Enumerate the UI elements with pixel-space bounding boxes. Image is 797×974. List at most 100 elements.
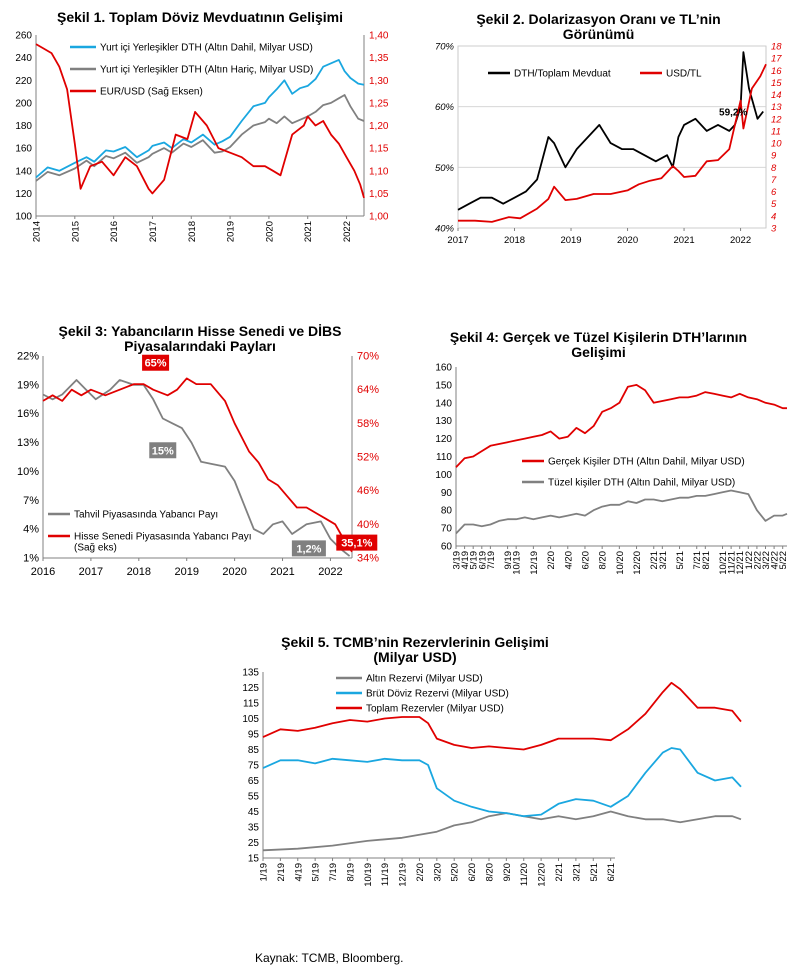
c3-y-left-tick-label: 16% (17, 408, 39, 420)
c1-x-tick-label: 2020 (264, 221, 275, 242)
c3-y-right-tick-label: 46% (357, 485, 379, 497)
c2-series-2-line (458, 63, 767, 223)
c5-y-left-tick-label: 135 (242, 668, 259, 679)
c3-series-1-line (42, 379, 351, 557)
chart-5-title-line-1: Şekil 5. TCMB’nin Rezervlerinin Gelişimi (281, 634, 549, 650)
c4-x-tick-label: 2/22 (752, 551, 763, 570)
c3-label-text: 15% (152, 445, 174, 457)
c5-x-tick-label: 5/21 (589, 863, 600, 882)
c5-series-1-line (262, 810, 742, 852)
c3-y-right-tick-label: 52% (357, 452, 379, 464)
c4-x-tick-label: 8/21 (701, 551, 712, 570)
c5-x-tick-label: 5/20 (450, 863, 461, 882)
c3-x-tick-label: 2021 (270, 566, 294, 578)
c4-x-tick-label: 10/19 (512, 551, 523, 575)
c4-series-2-line (455, 489, 788, 535)
c1-series-3-line (35, 43, 365, 199)
c5-series-2-line (262, 747, 742, 818)
c2-x-tick-label: 2018 (504, 235, 525, 246)
c5-y-left-tick-label: 125 (242, 683, 259, 694)
chart-1-title: Şekil 1. Toplam Döviz Mevduatının Gelişi… (0, 10, 400, 25)
chart-4-title: Şekil 4: Gerçek ve Tüzel Kişilerin DTH’l… (400, 330, 797, 360)
c3-y-right-tick-label: 40% (357, 519, 379, 531)
c5-y-left-tick-label: 45 (248, 807, 260, 818)
c1-y-right-tick-label: 1,15 (369, 144, 389, 155)
chart-3-title: Şekil 3: Yabancıların Hisse Senedi ve Dİ… (0, 324, 400, 354)
c1-x-tick-label: 2019 (226, 221, 237, 242)
c5-x-tick-label: 12/20 (537, 863, 548, 887)
c5-x-tick-label: 1/19 (259, 863, 270, 882)
c5-x-tick-label: 9/20 (502, 863, 513, 882)
c1-y-left-tick-label: 200 (15, 98, 32, 109)
c4-x-tick-label: 12/19 (529, 551, 540, 575)
c4-x-tick-label: 12/21 (735, 551, 746, 575)
c3-y-right-tick-label: 64% (357, 384, 379, 396)
c5-y-left-tick-label: 95 (248, 730, 260, 741)
c1-y-left-tick-label: 220 (15, 76, 32, 87)
chart-2-title-line-2: Görünümü (562, 26, 635, 42)
c4-x-tick-label: 4/20 (563, 551, 574, 570)
c2-x-tick-label: 2022 (730, 235, 751, 246)
c2-y-right-tick-label: 6 (771, 187, 777, 198)
c5-y-left-tick-label: 55 (248, 792, 260, 803)
c4-x-tick-label: 11/21 (727, 551, 738, 574)
c3-x-tick-label: 2022 (318, 566, 342, 578)
c3-label-box (336, 534, 378, 551)
c2-y-right-tick-label: 9 (771, 151, 777, 162)
c4-x-tick-label: 3/19 (452, 551, 463, 570)
c3-y-left-tick-label: 10% (17, 466, 39, 478)
chart-3-title-line-1: Şekil 3: Yabancıların Hisse Senedi ve Dİ… (58, 323, 342, 339)
c3-legend-label-1: Tahvil Piyasasında Yabancı Payı (74, 510, 218, 521)
c3-x-tick-label: 2019 (174, 566, 198, 578)
chart-2-panel: Şekil 2. Dolarizasyon Oranı ve TL’nin Gö… (400, 0, 797, 270)
chart-3-panel: Şekil 3: Yabancıların Hisse Senedi ve Dİ… (0, 320, 400, 590)
c5-x-tick-label: 2/21 (554, 863, 565, 882)
c4-x-tick-label: 12/20 (632, 551, 643, 575)
c4-x-tick-label: 5/22 (778, 551, 789, 570)
c4-y-left-tick-label: 150 (435, 380, 452, 391)
chart-5-title-line-2: (Milyar USD) (373, 649, 457, 665)
c5-x-tick-label: 3/21 (571, 863, 582, 882)
c2-y-left-tick-label: 60% (435, 102, 455, 113)
c4-x-tick-label: 10/20 (615, 551, 626, 575)
c5-y-left-tick-label: 65 (248, 776, 260, 787)
c4-x-tick-label: 7/19 (486, 551, 497, 570)
c5-x-tick-label: 8/19 (345, 863, 356, 882)
c3-label-text: 65% (145, 358, 167, 370)
c3-axes: 1% 4% 7% 10% 13% 16% 19% 22% 34% 40% 46% 52% 58% 64% 7… (17, 351, 379, 579)
c5-x-tick-label: 5/19 (311, 863, 322, 882)
chart-4-title-line-1: Şekil 4: Gerçek ve Tüzel Kişilerin DTH’l… (449, 329, 748, 345)
c3-x-tick-label: 2016 (31, 566, 55, 578)
c4-x-tick-label: 3/22 (761, 551, 772, 570)
c3-y-left-tick-label: 22% (17, 351, 39, 363)
c1-y-right-tick-label: 1,30 (369, 76, 389, 87)
c1-y-left-tick-label: 100 (15, 212, 32, 223)
c5-y-left-tick-label: 25 (248, 838, 260, 849)
c5-axes: 15 25 35 45 55 65 75 85 95 105 115 125 135 1/19 2/19 4/… (242, 668, 617, 887)
c3-y-right-tick-label: 34% (357, 553, 379, 565)
c5-x-tick-label: 8/20 (484, 863, 495, 882)
c2-y-right-tick-label: 16 (771, 66, 782, 77)
c1-series-2-line (35, 94, 365, 182)
c4-y-left-tick-label: 160 (435, 363, 452, 374)
c5-x-tick-label: 11/19 (380, 863, 391, 886)
chart-2-title: Şekil 2. Dolarizasyon Oranı ve TL’nin Gö… (400, 12, 797, 42)
chart-4-panel: Şekil 4: Gerçek ve Tüzel Kişilerin DTH’l… (400, 320, 797, 600)
c3-label-box (142, 354, 170, 371)
c2-y-right-tick-label: 17 (771, 54, 782, 65)
c3-x-tick-label: 2018 (127, 566, 151, 578)
c4-x-tick-label: 8/20 (598, 551, 609, 570)
c1-y-right-tick-label: 1,25 (369, 98, 389, 109)
c1-y-left-tick-label: 260 (15, 31, 32, 42)
c1-x-tick-label: 2017 (148, 221, 159, 242)
c4-x-tick-label: 1/22 (744, 551, 755, 570)
c1-legend-label-1: Yurt içi Yerleşikler DTH (Altın Dahil, M… (100, 43, 313, 54)
c5-x-tick-label: 7/19 (328, 863, 339, 882)
c3-y-left-tick-label: 13% (17, 437, 39, 449)
c2-y-right-tick-label: 5 (771, 199, 777, 210)
c3-y-left-tick-label: 19% (17, 379, 39, 391)
c1-x-tick-label: 2014 (32, 221, 43, 242)
c2-y-left-tick-label: 70% (435, 42, 455, 53)
c5-x-tick-label: 2/20 (415, 863, 426, 882)
